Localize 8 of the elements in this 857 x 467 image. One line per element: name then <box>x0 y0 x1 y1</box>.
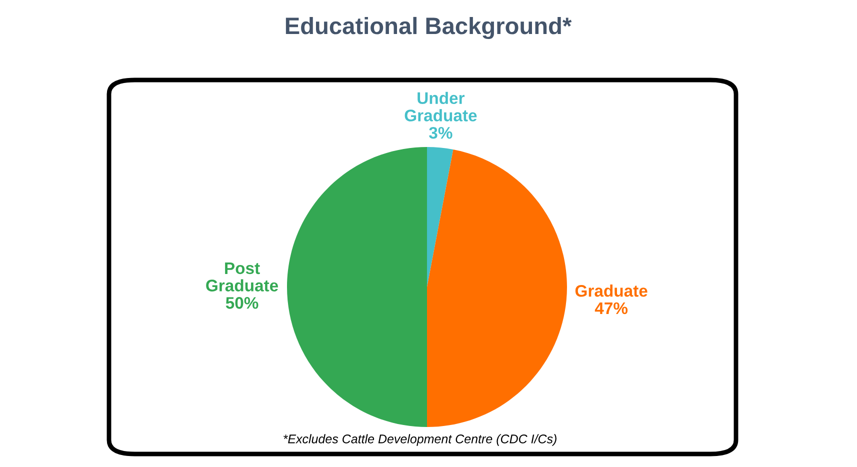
chart-title: Educational Background* <box>286 16 572 40</box>
data-label: 50% <box>226 297 258 309</box>
data-label: 3% <box>429 126 452 139</box>
slice-label: Under Graduate <box>404 92 477 122</box>
data-label: 47% <box>594 302 628 314</box>
text: *Excludes Cattle Development Centre (CDC I/Cs) <box>284 434 556 446</box>
slice-label: Graduate <box>575 284 648 297</box>
slice-label: Post Graduate <box>206 262 278 292</box>
